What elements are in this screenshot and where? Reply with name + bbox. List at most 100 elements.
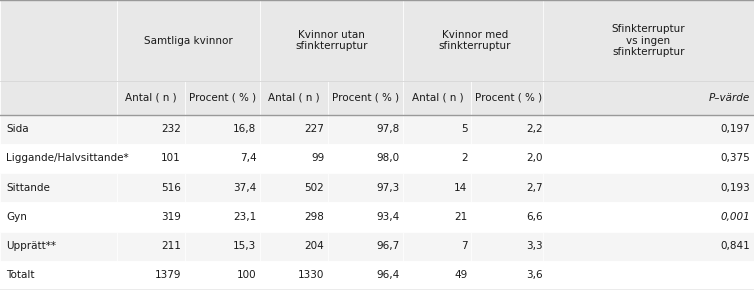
Text: Antal ( n ): Antal ( n )	[268, 93, 320, 103]
Text: 7: 7	[461, 241, 467, 251]
Bar	[117, 115, 185, 144]
Bar	[328, 202, 403, 231]
Text: 15,3: 15,3	[233, 241, 256, 251]
Text: 232: 232	[161, 124, 181, 134]
Bar	[471, 173, 547, 202]
Text: 2,2: 2,2	[526, 124, 543, 134]
Bar	[471, 144, 547, 173]
Bar	[185, 173, 260, 202]
Text: 204: 204	[305, 241, 324, 251]
Bar	[260, 231, 328, 261]
Text: 0,375: 0,375	[721, 153, 750, 163]
Bar	[117, 144, 185, 173]
Text: 0,193: 0,193	[721, 183, 750, 193]
Bar	[403, 144, 471, 173]
Bar	[543, 115, 754, 144]
Text: Procent ( % ): Procent ( % )	[188, 93, 256, 103]
Bar	[543, 261, 754, 290]
Bar	[471, 231, 547, 261]
Text: 319: 319	[161, 212, 181, 222]
Text: 99: 99	[311, 153, 324, 163]
Bar	[543, 81, 754, 115]
Text: 97,8: 97,8	[376, 124, 400, 134]
Bar	[328, 115, 403, 144]
Text: Samtliga kvinnor: Samtliga kvinnor	[144, 36, 233, 46]
Bar	[543, 173, 754, 202]
Bar	[117, 231, 185, 261]
Bar	[328, 261, 403, 290]
Bar	[185, 81, 260, 115]
Bar	[543, 231, 754, 261]
Text: 5: 5	[461, 124, 467, 134]
Bar	[260, 202, 328, 231]
Bar	[185, 231, 260, 261]
Text: 298: 298	[305, 212, 324, 222]
Text: Gyn: Gyn	[6, 212, 27, 222]
Text: Sittande: Sittande	[6, 183, 50, 193]
Text: 93,4: 93,4	[376, 212, 400, 222]
Bar	[0, 115, 117, 144]
Text: 23,1: 23,1	[233, 212, 256, 222]
Text: Procent ( % ): Procent ( % )	[332, 93, 400, 103]
Bar	[543, 0, 754, 81]
Text: Sfinkterruptur
vs ingen
sfinkterruptur: Sfinkterruptur vs ingen sfinkterruptur	[611, 24, 685, 57]
Bar	[0, 173, 117, 202]
Bar	[185, 115, 260, 144]
Bar	[328, 81, 403, 115]
Bar	[543, 144, 754, 173]
Bar	[328, 231, 403, 261]
Text: Totalt: Totalt	[6, 270, 35, 280]
Text: 97,3: 97,3	[376, 183, 400, 193]
Text: 227: 227	[305, 124, 324, 134]
Bar	[185, 202, 260, 231]
Bar	[117, 202, 185, 231]
Bar	[471, 81, 547, 115]
Text: 14: 14	[454, 183, 467, 193]
Bar	[260, 261, 328, 290]
Bar	[260, 81, 328, 115]
Bar	[403, 0, 547, 81]
Bar	[0, 81, 117, 115]
Text: 211: 211	[161, 241, 181, 251]
Text: 2: 2	[461, 153, 467, 163]
Text: 37,4: 37,4	[233, 183, 256, 193]
Bar	[471, 115, 547, 144]
Text: Antal ( n ): Antal ( n )	[125, 93, 176, 103]
Bar	[117, 81, 185, 115]
Text: 98,0: 98,0	[376, 153, 400, 163]
Bar	[260, 0, 403, 81]
Text: Liggande/Halvsittande*: Liggande/Halvsittande*	[6, 153, 129, 163]
Bar	[260, 144, 328, 173]
Bar	[403, 115, 471, 144]
Text: 1379: 1379	[155, 270, 181, 280]
Bar	[185, 144, 260, 173]
Bar	[471, 202, 547, 231]
Bar	[185, 261, 260, 290]
Bar	[403, 231, 471, 261]
Bar	[117, 0, 260, 81]
Text: 3,6: 3,6	[526, 270, 543, 280]
Text: Kvinnor med
sfinkterruptur: Kvinnor med sfinkterruptur	[439, 30, 511, 51]
Bar	[403, 81, 471, 115]
Text: 6,6: 6,6	[526, 212, 543, 222]
Text: 96,4: 96,4	[376, 270, 400, 280]
Text: Upprätt**: Upprätt**	[6, 241, 56, 251]
Text: 502: 502	[305, 183, 324, 193]
Bar	[471, 261, 547, 290]
Bar	[0, 261, 117, 290]
Text: 3,3: 3,3	[526, 241, 543, 251]
Text: 96,7: 96,7	[376, 241, 400, 251]
Text: 2,7: 2,7	[526, 183, 543, 193]
Bar	[0, 202, 117, 231]
Text: 0,841: 0,841	[721, 241, 750, 251]
Text: 21: 21	[454, 212, 467, 222]
Text: 516: 516	[161, 183, 181, 193]
Bar	[403, 202, 471, 231]
Bar	[328, 173, 403, 202]
Text: 49: 49	[454, 270, 467, 280]
Text: Sida: Sida	[6, 124, 29, 134]
Text: Antal ( n ): Antal ( n )	[412, 93, 463, 103]
Bar	[260, 173, 328, 202]
Text: 16,8: 16,8	[233, 124, 256, 134]
Text: 2,0: 2,0	[526, 153, 543, 163]
